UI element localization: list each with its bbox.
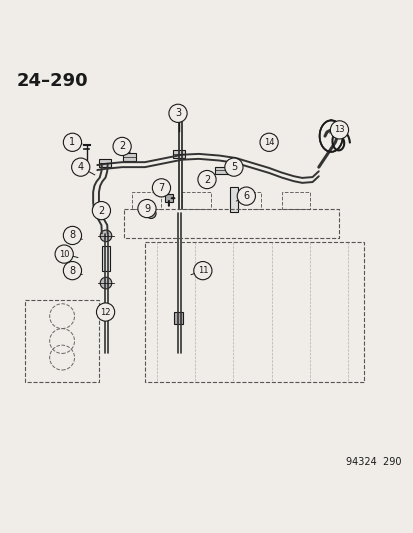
- Bar: [182, 192, 211, 208]
- Text: 8: 8: [69, 230, 75, 240]
- Text: 1: 1: [69, 138, 75, 147]
- Circle shape: [100, 277, 112, 289]
- Circle shape: [237, 187, 255, 205]
- Bar: [123, 154, 135, 161]
- Bar: [215, 167, 227, 174]
- Circle shape: [63, 227, 81, 245]
- Text: 5: 5: [230, 162, 237, 172]
- Text: 2: 2: [119, 141, 125, 151]
- Circle shape: [197, 171, 216, 189]
- Text: 2: 2: [98, 206, 104, 216]
- Circle shape: [96, 303, 114, 321]
- Bar: [102, 246, 109, 271]
- Circle shape: [138, 199, 156, 217]
- Text: 8: 8: [69, 265, 75, 276]
- Circle shape: [224, 158, 242, 176]
- Circle shape: [193, 262, 211, 280]
- Text: 14: 14: [263, 138, 274, 147]
- Text: 94324  290: 94324 290: [345, 457, 401, 467]
- Circle shape: [63, 133, 81, 151]
- Circle shape: [152, 179, 170, 197]
- Bar: [231, 192, 260, 208]
- Text: 9: 9: [144, 204, 150, 214]
- Bar: [98, 159, 111, 167]
- Text: 3: 3: [175, 108, 180, 118]
- Text: 6: 6: [243, 191, 249, 201]
- Text: 4: 4: [78, 162, 83, 172]
- Bar: [173, 312, 183, 324]
- Circle shape: [100, 230, 112, 241]
- Text: 7: 7: [158, 183, 164, 193]
- Circle shape: [92, 201, 110, 220]
- Circle shape: [71, 158, 90, 176]
- Circle shape: [113, 138, 131, 156]
- Text: 12: 12: [100, 308, 111, 317]
- Circle shape: [146, 208, 156, 219]
- Text: 2: 2: [203, 175, 210, 184]
- Bar: [172, 150, 185, 158]
- Circle shape: [63, 262, 81, 280]
- Circle shape: [169, 104, 187, 123]
- Bar: [164, 194, 173, 203]
- Bar: [132, 192, 161, 208]
- Circle shape: [259, 133, 278, 151]
- Text: 10: 10: [59, 249, 69, 259]
- Text: 24–290: 24–290: [17, 72, 88, 90]
- Circle shape: [55, 245, 73, 263]
- Circle shape: [330, 121, 348, 139]
- Bar: [230, 187, 237, 212]
- Text: 13: 13: [333, 125, 344, 134]
- Bar: [281, 192, 310, 208]
- Text: 11: 11: [197, 266, 208, 275]
